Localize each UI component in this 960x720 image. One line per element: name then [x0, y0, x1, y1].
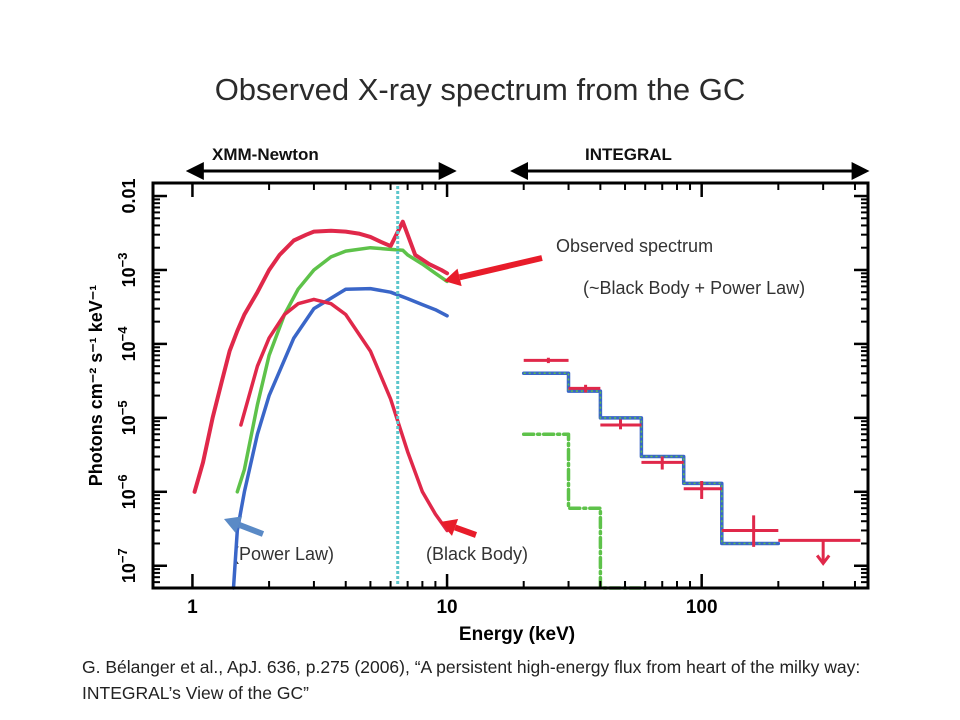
power-law-label: (Power Law) — [233, 544, 335, 564]
y-tick-text: 10−6 — [115, 474, 139, 509]
black-body-pointer-arrow — [440, 518, 478, 538]
plot-frame — [151, 181, 870, 590]
observed-pointer-arrow — [444, 255, 543, 287]
y-tick-text: 10−5 — [115, 400, 139, 435]
upper-limit-arrow — [815, 554, 831, 566]
y-axis-label: Photons cm⁻² s⁻¹ keV⁻¹ — [86, 285, 106, 487]
integral-data-point — [683, 480, 722, 499]
series-black-body — [239, 297, 449, 533]
overlay — [185, 162, 870, 538]
integral-data-point — [600, 419, 642, 430]
observed-model-label: (~Black Body + Power Law) — [583, 278, 806, 298]
observed-pointer-arrow-head — [444, 268, 462, 287]
series-observed — [192, 219, 450, 494]
y-tick-text: 0.01 — [119, 178, 139, 213]
observed-pointer-arrow-shaft — [458, 255, 543, 281]
power-law-pointer-arrow-head — [224, 516, 243, 534]
integral-data-point — [778, 538, 861, 566]
series-total-highenergy-overlay — [523, 372, 779, 545]
black-body-label: (Black Body) — [426, 544, 529, 564]
y-tick-text: 10−3 — [115, 253, 139, 288]
y-tick-label: 0.01 — [119, 178, 139, 213]
black-body-pointer-arrow-shaft — [454, 524, 478, 538]
x-tick-label: 1 — [187, 597, 198, 618]
observed-spectrum-label: Observed spectrum — [556, 236, 714, 256]
y-tick-text: 10−7 — [115, 548, 139, 583]
power-law-pointer-arrow-shaft — [237, 521, 265, 537]
xmm-newton-label: XMM-Newton — [212, 145, 319, 164]
y-tick-label: 10−6 — [115, 474, 139, 509]
integral-data-point — [568, 384, 601, 393]
slide-title: Observed X-ray spectrum from the GC — [214, 72, 746, 107]
black-body-pointer-arrow-head — [440, 518, 459, 536]
integral-label: INTEGRAL — [585, 145, 672, 164]
x-tick-label: 100 — [686, 597, 718, 618]
y-tick-label: 10−5 — [115, 400, 139, 435]
series-total-model — [235, 245, 449, 494]
integral-data-point — [721, 515, 779, 547]
series-bb-highenergy — [521, 432, 647, 590]
x-axis-label: Energy (keV) — [459, 624, 575, 645]
y-tick-label: 10−7 — [115, 548, 139, 583]
axes: 1 10 100 10−7 10−6 10−5 10−4 10−3 0.01 Energy (ke… — [86, 178, 868, 645]
series-power-law — [231, 286, 449, 590]
y-tick-label: 10−4 — [115, 326, 139, 362]
series-total-highenergy — [521, 371, 781, 546]
power-law-pointer-arrow — [224, 516, 265, 537]
integral-data-point — [523, 357, 569, 364]
y-tick-text: 10−4 — [115, 326, 139, 362]
integral-data-point — [641, 456, 684, 470]
x-tick-label: 10 — [436, 597, 457, 618]
plot-content — [192, 186, 861, 590]
y-axis-label-text: Photons cm⁻² s⁻¹ keV⁻¹ — [86, 285, 106, 487]
citation: G. Bélanger et al., ApJ. 636, p.275 (200… — [82, 657, 861, 703]
y-tick-label: 10−3 — [115, 253, 139, 288]
